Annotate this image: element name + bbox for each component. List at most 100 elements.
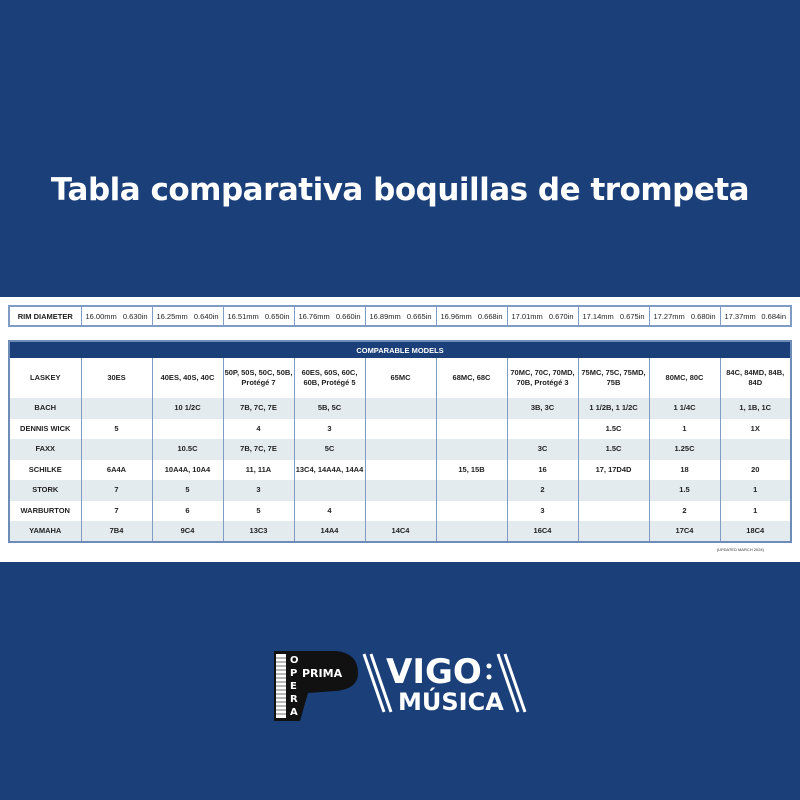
model-cell (80, 398, 153, 419)
model-cell: 17C4 (648, 521, 721, 542)
model-cell: 5C (293, 439, 366, 460)
model-cell: 40ES, 40S, 40C (151, 358, 224, 398)
model-cell (151, 418, 224, 439)
model-cell: 7 (80, 500, 153, 521)
svg-text:A: A (290, 707, 298, 718)
rim-diameter-cell: 16.89mm 0.665in (364, 305, 437, 327)
rim-diameter-cell: 16.00mm 0.630in (80, 305, 153, 327)
model-cell: 1 1/4C (648, 398, 721, 419)
rim-mm: 17.01mm (511, 311, 543, 321)
model-cell: 65MC (364, 358, 437, 398)
rim-mm: 16.76mm (298, 311, 330, 321)
model-cell: 4 (222, 418, 295, 439)
model-cell: 30ES (80, 358, 153, 398)
model-cell: 16 (506, 459, 579, 480)
rim-diameter-cell: 16.25mm 0.640in (151, 305, 224, 327)
model-cell (364, 418, 437, 439)
rim-in: 0.630in (122, 311, 148, 321)
model-cell: 18C4 (719, 521, 792, 542)
model-cell: 60ES, 60S, 60C, 60B, Protégé 5 (293, 358, 366, 398)
rim-diameter-cell: 17.01mm 0.670in (506, 305, 579, 327)
model-cell: 1 (648, 418, 721, 439)
brand-name: WARBURTON (8, 500, 82, 521)
model-cell (364, 439, 437, 460)
rim-in: 0.670in (548, 311, 574, 321)
model-cell: 1.5C (577, 418, 650, 439)
model-cell: 7B, 7C, 7E (222, 398, 295, 419)
rim-in: 0.665in (406, 311, 432, 321)
model-cell: 15, 15B (435, 459, 508, 480)
brand-name: SCHILKE (8, 459, 82, 480)
model-cell: 68MC, 68C (435, 358, 508, 398)
table-row: SCHILKE 6A4A 10A4A, 10A4 11, 11A 13C4, 14A4A… (8, 459, 792, 480)
comparable-models-header: COMPARABLE MODELS (9, 341, 791, 358)
rim-diameter-cell: 16.76mm 0.660in (293, 305, 366, 327)
rim-mm: 17.27mm (653, 311, 685, 321)
model-cell: 17, 17D4D (577, 459, 650, 480)
model-cell: 1, 1B, 1C (719, 398, 792, 419)
rim-diameter-cell: 16.51mm 0.650in (222, 305, 295, 327)
model-cell (364, 398, 437, 419)
table-row: DENNIS WICK 5 4 3 1.5C 1 1X (8, 418, 792, 439)
model-cell: 11, 11A (222, 459, 295, 480)
model-cell (577, 480, 650, 501)
model-cell: 5B, 5C (293, 398, 366, 419)
model-cell: 4 (293, 500, 366, 521)
model-cell: 14A4 (293, 521, 366, 542)
comparable-models-table: COMPARABLE MODELS LASKEY 30ES 40ES, 40S, 4… (8, 340, 792, 543)
rim-diameter-table: RIM DIAMETER 16.00mm 0.630in 16.25mm 0.640in… (8, 305, 792, 327)
rim-in: 0.650in (264, 311, 290, 321)
model-cell: 2 (506, 480, 579, 501)
model-cell: 1.25C (648, 439, 721, 460)
rim-in: 0.668in (477, 311, 503, 321)
rim-diameter-cell: 16.96mm 0.668in (435, 305, 508, 327)
brand-name: STORK (8, 480, 82, 501)
model-cell (80, 439, 153, 460)
rim-in: 0.680in (690, 311, 716, 321)
model-cell: 70MC, 70C, 70MD, 70B, Protégé 3 (506, 358, 579, 398)
brand-name: YAMAHA (8, 521, 82, 542)
svg-text:E: E (290, 681, 297, 692)
model-cell (364, 480, 437, 501)
model-cell: 2 (648, 500, 721, 521)
rim-diameter-label: RIM DIAMETER (8, 305, 82, 327)
rim-mm: 17.37mm (724, 311, 756, 321)
svg-text:O: O (290, 655, 299, 666)
model-cell: 5 (80, 418, 153, 439)
model-cell: 16C4 (506, 521, 579, 542)
svg-text:VIGO: VIGO (386, 652, 482, 692)
model-cell: 50P, 50S, 50C, 50B, Protégé 7 (222, 358, 295, 398)
brand-name: LASKEY (8, 358, 82, 398)
rim-diameter-cell: 17.14mm 0.675in (577, 305, 650, 327)
svg-text:MÚSICA: MÚSICA (398, 686, 504, 716)
table-row: LASKEY 30ES 40ES, 40S, 40C 50P, 50S, 50C, 5… (8, 358, 792, 398)
table-row: BACH 10 1/2C 7B, 7C, 7E 5B, 5C 3B, 3C 1 1/2B,… (8, 398, 792, 419)
model-cell: 7 (80, 480, 153, 501)
model-cell: 5 (151, 480, 224, 501)
model-cell: 5 (222, 500, 295, 521)
model-cell (435, 418, 508, 439)
model-cell: 7B, 7C, 7E (222, 439, 295, 460)
model-cell (435, 480, 508, 501)
model-cell: 84C, 84MD, 84B, 84D (719, 358, 792, 398)
model-cell (435, 500, 508, 521)
model-cell: 1.5 (648, 480, 721, 501)
model-cell: 3C (506, 439, 579, 460)
svg-text:R: R (290, 694, 298, 705)
model-cell: 3 (506, 500, 579, 521)
rim-in: 0.675in (619, 311, 645, 321)
brand-name: FAXX (8, 439, 82, 460)
rim-mm: 16.51mm (227, 311, 259, 321)
rim-mm: 17.14mm (582, 311, 614, 321)
model-cell (435, 398, 508, 419)
model-cell (364, 500, 437, 521)
model-cell: 10.5C (151, 439, 224, 460)
svg-text:PRIMA: PRIMA (302, 667, 343, 680)
model-cell (293, 480, 366, 501)
model-cell: 10 1/2C (151, 398, 224, 419)
model-cell: 1X (719, 418, 792, 439)
model-cell: 6 (151, 500, 224, 521)
rim-mm: 16.25mm (156, 311, 188, 321)
